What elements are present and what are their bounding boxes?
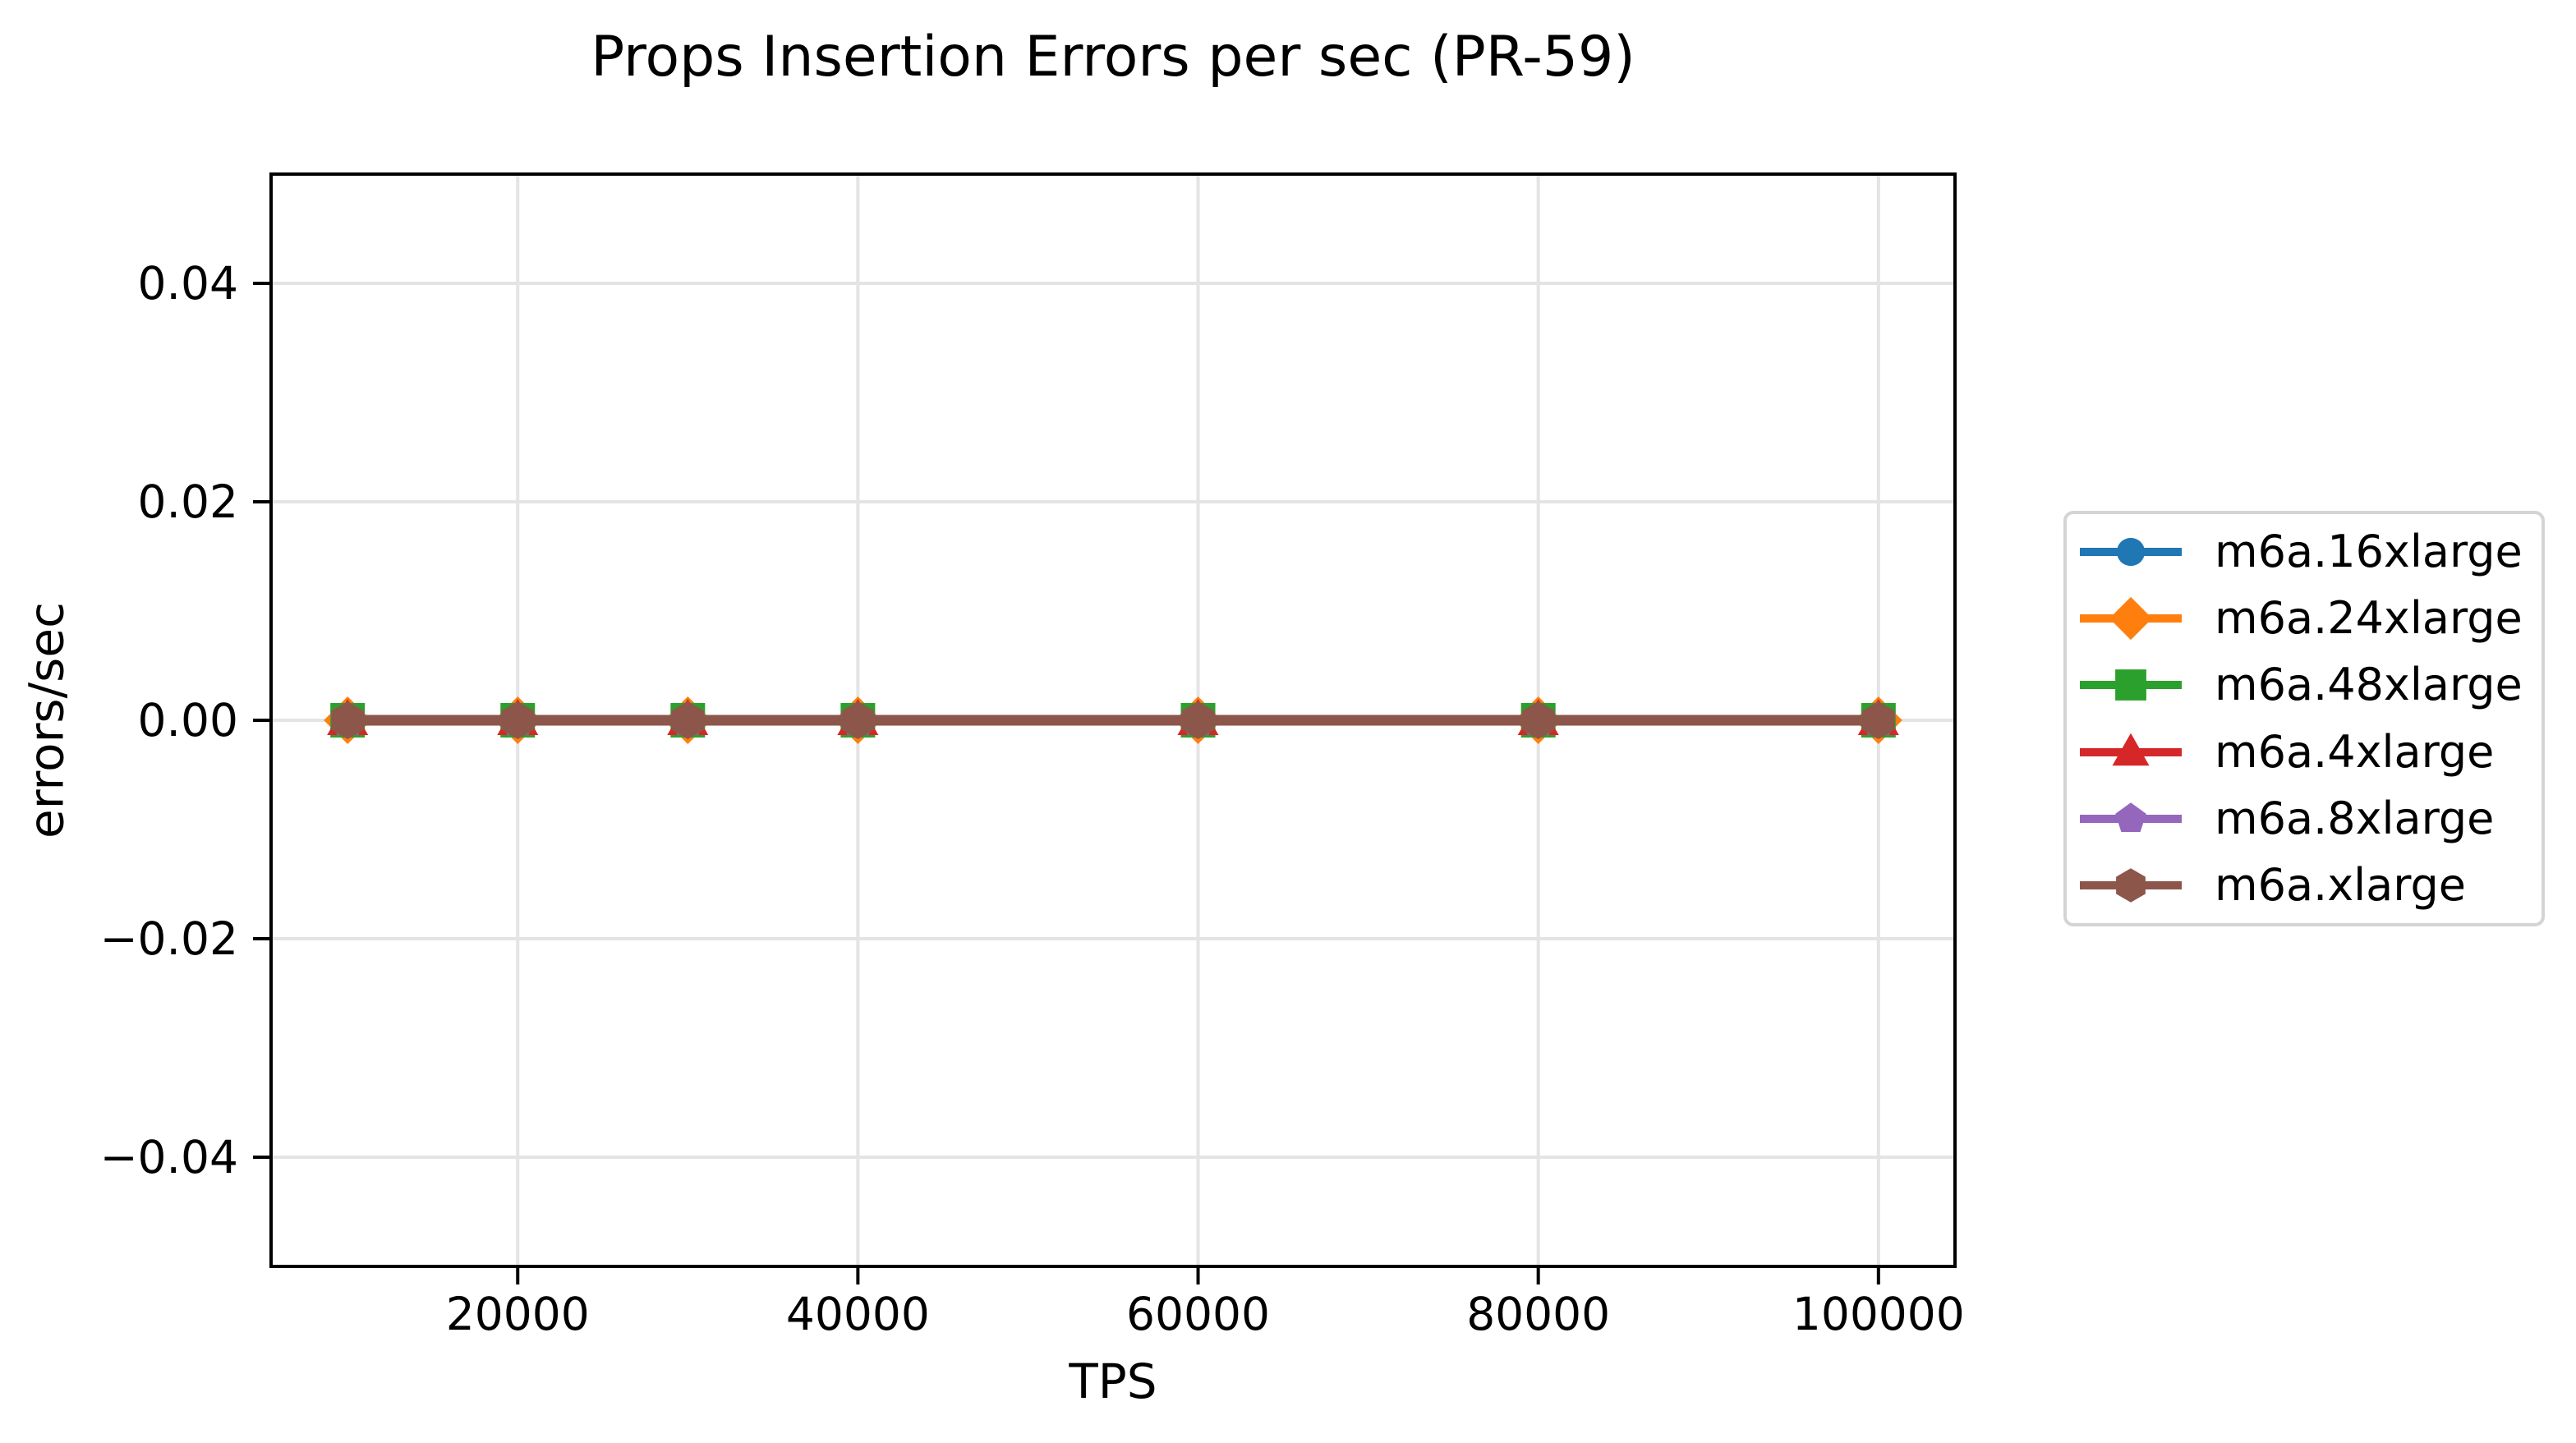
square-marker xyxy=(2115,669,2146,701)
y-tick-label: −0.04 xyxy=(99,1131,238,1183)
x-tick-label: 80000 xyxy=(1466,1288,1611,1340)
legend-label: m6a.16xlarge xyxy=(2215,525,2523,577)
legend-marker xyxy=(2080,868,2182,903)
circle-marker xyxy=(2116,537,2146,566)
legend-marker xyxy=(2080,669,2182,701)
legend-marker xyxy=(2080,802,2182,832)
y-tick-label: 0.04 xyxy=(137,257,238,310)
legend-label: m6a.8xlarge xyxy=(2215,792,2495,844)
legend-item: m6a.16xlarge xyxy=(2067,518,2542,585)
legend-item: m6a.xlarge xyxy=(2067,852,2542,919)
y-tick-label: −0.02 xyxy=(99,912,238,965)
y-tick-label: 0.00 xyxy=(137,694,238,747)
x-tick-label: 100000 xyxy=(1792,1288,1965,1340)
y-tick-label: 0.02 xyxy=(137,476,238,528)
hexagon-marker xyxy=(331,701,365,739)
triangle-marker xyxy=(2112,733,2150,765)
hexagon-marker xyxy=(1861,701,1895,739)
legend: m6a.16xlarge m6a.24xlarge m6a.48xlarge m6a.… xyxy=(2063,511,2545,926)
legend-label: m6a.24xlarge xyxy=(2215,591,2523,644)
hexagon-marker xyxy=(501,701,535,739)
legend-marker xyxy=(2080,733,2182,765)
x-axis-label: TPS xyxy=(1069,1353,1157,1409)
legend-marker xyxy=(2080,537,2182,566)
diamond-marker xyxy=(2109,596,2153,641)
legend-label: m6a.48xlarge xyxy=(2215,659,2523,711)
x-tick-label: 20000 xyxy=(445,1288,590,1340)
legend-label: m6a.4xlarge xyxy=(2215,725,2495,778)
x-tick-label: 60000 xyxy=(1126,1288,1271,1340)
x-tick-label: 40000 xyxy=(785,1288,930,1340)
pentagon-marker xyxy=(2115,802,2146,832)
legend-item: m6a.48xlarge xyxy=(2067,652,2542,719)
legend-label: m6a.xlarge xyxy=(2215,859,2467,912)
legend-marker xyxy=(2080,596,2182,641)
hexagon-marker xyxy=(1181,701,1215,739)
legend-item: m6a.8xlarge xyxy=(2067,785,2542,852)
legend-item: m6a.24xlarge xyxy=(2067,585,2542,651)
plot-spines xyxy=(269,172,1957,1268)
hexagon-marker xyxy=(1521,701,1555,739)
hexagon-marker xyxy=(671,701,705,739)
hexagon-marker xyxy=(841,701,875,739)
legend-item: m6a.4xlarge xyxy=(2067,719,2542,785)
chart-title: Props Insertion Errors per sec (PR-59) xyxy=(591,25,1635,90)
hexagon-marker xyxy=(2116,868,2146,903)
